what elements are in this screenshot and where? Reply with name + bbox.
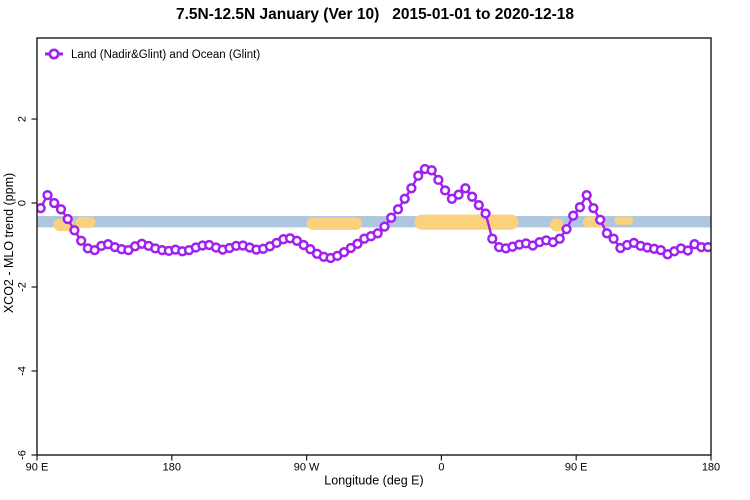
data-point-marker — [702, 241, 711, 253]
data-point-marker — [588, 202, 599, 214]
data-point-marker — [55, 204, 67, 215]
y-tick-label: -6 — [17, 450, 29, 460]
data-point-marker — [49, 197, 60, 209]
data-point-marker — [76, 235, 87, 246]
data-point-marker — [386, 212, 397, 223]
data-point-marker — [305, 244, 316, 255]
legend-marker-icon — [48, 48, 60, 60]
data-point-marker — [372, 228, 383, 239]
data-point-marker — [392, 204, 404, 215]
data-point-marker — [480, 208, 491, 219]
series-layer — [37, 163, 711, 264]
y-tick-label: 0 — [17, 200, 29, 206]
y-tick-label: -2 — [17, 282, 29, 292]
data-point-marker — [413, 170, 424, 181]
data-point-marker — [352, 238, 363, 249]
highlight-segment — [614, 216, 634, 225]
data-point-marker — [561, 223, 572, 235]
data-point-marker — [62, 213, 73, 225]
data-point-marker — [433, 174, 444, 186]
data-point-marker — [426, 165, 437, 176]
data-point-marker — [554, 233, 565, 244]
data-point-marker — [595, 214, 606, 225]
legend-label: Land (Nadir&Glint) and Ocean (Glint) — [71, 49, 260, 61]
data-point-marker — [399, 193, 410, 204]
data-point-marker — [42, 189, 53, 201]
highlight-segment — [306, 217, 363, 230]
legend: Land (Nadir&Glint) and Ocean (Glint) — [45, 48, 260, 61]
data-point-marker — [406, 183, 417, 194]
data-point-marker — [473, 199, 484, 211]
x-tick-label: 90 W — [294, 462, 320, 474]
y-axis-label: XCO2 - MLO trend (ppm) — [2, 173, 16, 313]
data-point-marker — [69, 225, 80, 236]
highlight-segment — [75, 216, 96, 228]
ocean-band-layer — [37, 216, 711, 228]
data-point-marker — [574, 202, 586, 213]
data-point-marker — [439, 185, 451, 196]
highlight-segment — [549, 218, 564, 232]
x-tick-label: 90 E — [565, 462, 588, 474]
y-tick-label: 2 — [17, 116, 29, 122]
plot-box — [36, 37, 712, 456]
data-point-marker — [581, 189, 592, 201]
y-axis-ticks: 2 0 -2 -4 -6 — [17, 116, 37, 460]
data-point-marker — [460, 183, 471, 194]
data-point-marker — [487, 233, 498, 244]
data-point-marker — [568, 210, 579, 221]
data-point-marker — [682, 245, 693, 256]
data-point-marker — [453, 189, 464, 200]
data-point-marker — [601, 228, 613, 239]
data-point-marker — [466, 191, 478, 202]
x-tick-label: 0 — [438, 462, 444, 474]
ocean-band — [37, 216, 711, 228]
x-axis-ticks: 90 E 180 90 W 0 90 E 180 — [26, 455, 720, 474]
highlight-segment — [414, 214, 519, 230]
y-tick-label: -4 — [17, 366, 29, 376]
x-tick-label: 180 — [163, 462, 181, 474]
chart-title: 7.5N-12.5N January (Ver 10) 2015-01-01 t… — [175, 6, 575, 23]
data-point-marker — [37, 202, 46, 214]
data-point-marker — [608, 233, 619, 244]
data-point-marker — [379, 221, 390, 232]
x-axis-label: Longitude (deg E) — [324, 474, 423, 488]
x-tick-label: 90 E — [26, 462, 49, 474]
x-tick-label: 180 — [702, 462, 720, 474]
